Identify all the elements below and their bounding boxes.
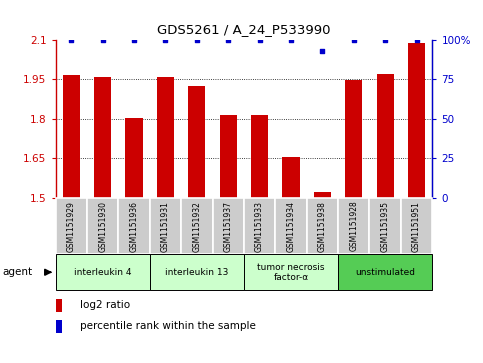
Bar	[181, 198, 213, 254]
Text: tumor necrosis
factor-α: tumor necrosis factor-α	[257, 262, 325, 282]
Text: GSM1151932: GSM1151932	[192, 201, 201, 252]
Point	[224, 37, 232, 43]
Point	[287, 37, 295, 43]
Title: GDS5261 / A_24_P533990: GDS5261 / A_24_P533990	[157, 23, 331, 36]
Point	[256, 37, 264, 43]
Bar	[244, 198, 275, 254]
Point	[382, 37, 389, 43]
Point	[68, 37, 75, 43]
Bar	[126, 118, 142, 198]
Point	[130, 37, 138, 43]
Text: interleukin 13: interleukin 13	[165, 268, 228, 277]
Text: GSM1151936: GSM1151936	[129, 201, 139, 252]
Bar	[275, 198, 307, 254]
Bar	[408, 43, 425, 198]
Text: GSM1151951: GSM1151951	[412, 201, 421, 252]
Point	[412, 37, 420, 43]
Bar	[94, 77, 111, 198]
Text: log2 ratio: log2 ratio	[80, 300, 130, 310]
Text: GSM1151938: GSM1151938	[318, 201, 327, 252]
Bar	[118, 198, 150, 254]
Bar	[401, 198, 432, 254]
Bar	[157, 77, 174, 198]
Bar	[188, 86, 205, 198]
Bar	[56, 319, 62, 333]
Bar	[220, 115, 237, 198]
Text: GSM1151928: GSM1151928	[349, 201, 358, 252]
Text: GSM1151930: GSM1151930	[98, 201, 107, 252]
Text: GSM1151931: GSM1151931	[161, 201, 170, 252]
Text: interleukin 4: interleukin 4	[74, 268, 131, 277]
Bar	[87, 198, 118, 254]
Bar	[244, 254, 338, 290]
Text: agent: agent	[2, 267, 32, 277]
Bar	[56, 198, 87, 254]
Bar	[63, 75, 80, 198]
Bar	[338, 198, 369, 254]
Bar	[56, 299, 62, 312]
Bar	[56, 254, 150, 290]
Bar	[369, 198, 401, 254]
Bar	[150, 254, 244, 290]
Point	[193, 37, 201, 43]
Bar	[150, 198, 181, 254]
Bar	[345, 80, 362, 198]
Point	[99, 37, 107, 43]
Text: unstimulated: unstimulated	[355, 268, 415, 277]
Text: GSM1151935: GSM1151935	[381, 201, 390, 252]
Text: GSM1151929: GSM1151929	[67, 201, 76, 252]
Point	[319, 48, 327, 54]
Bar	[377, 74, 394, 198]
Bar	[283, 156, 299, 198]
Bar	[338, 254, 432, 290]
Text: GSM1151934: GSM1151934	[286, 201, 296, 252]
Point	[350, 37, 357, 43]
Bar	[251, 115, 268, 198]
Text: GSM1151933: GSM1151933	[255, 201, 264, 252]
Text: GSM1151937: GSM1151937	[224, 201, 233, 252]
Text: percentile rank within the sample: percentile rank within the sample	[80, 321, 256, 331]
Bar	[307, 198, 338, 254]
Bar	[314, 192, 331, 198]
Bar	[213, 198, 244, 254]
Point	[161, 37, 170, 43]
